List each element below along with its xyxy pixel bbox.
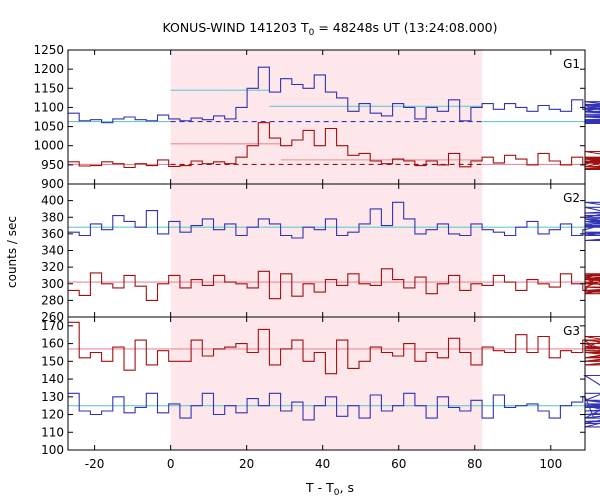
series-red-g2 [68, 268, 600, 301]
y-tick-label: 140 [41, 372, 64, 386]
series-blue-g1 [68, 66, 600, 125]
y-tick-label: 300 [41, 277, 64, 291]
y-tick-label: 380 [41, 210, 64, 224]
series-red-g3 [68, 321, 600, 375]
y-tick-label: 160 [41, 337, 64, 351]
y-tick-label: 320 [41, 260, 64, 274]
x-tick-label: 80 [467, 457, 482, 471]
y-tick-label: 950 [41, 158, 64, 172]
panel-frame-g3 [67, 316, 586, 451]
y-tick-label: 170 [41, 319, 64, 333]
panel-g2: 260 280 300 320 340 360 380 400 G2 [41, 183, 600, 324]
x-tick-label: 20 [239, 457, 254, 471]
x-tick-label: 60 [391, 457, 406, 471]
y-tick-label: 100 [41, 443, 64, 457]
x-tick-label: 100 [539, 457, 562, 471]
y-tick-label: 1000 [33, 139, 64, 153]
x-tick-label: 0 [167, 457, 175, 471]
y-tick-label: 1100 [33, 100, 64, 114]
panel-label: G2 [563, 191, 580, 205]
series-blue-g2 [68, 201, 600, 242]
series-red-g1 [68, 122, 600, 171]
y-tick-label: 280 [41, 293, 64, 307]
y-tick-label: 1050 [33, 120, 64, 134]
y-tick-label: 400 [41, 194, 64, 208]
y-tick-label: 900 [41, 177, 64, 191]
y-tick-label: 110 [41, 425, 64, 439]
x-tick-label: 40 [315, 457, 330, 471]
x-tick-label: -20 [85, 457, 105, 471]
panel-g3: 100 110 120 130 140 150 160 170 G3 [41, 316, 600, 457]
panel-label: G3 [563, 324, 580, 338]
y-tick-label: 130 [41, 390, 64, 404]
series-blue-g3 [68, 374, 600, 428]
x-axis-label: T - T0, s [305, 480, 354, 498]
y-tick-label: 1150 [33, 81, 64, 95]
panels: 900950100010501100115012001250G126028030… [33, 43, 600, 471]
y-tick-label: 340 [41, 244, 64, 258]
y-tick-label: 120 [41, 408, 64, 422]
y-tick-label: 260 [41, 310, 64, 324]
y-tick-label: 360 [41, 227, 64, 241]
y-tick-label: 150 [41, 354, 64, 368]
y-tick-label: 1250 [33, 43, 64, 57]
shaded-interval [170, 50, 483, 450]
y-tick-label: 1200 [33, 62, 64, 76]
y-axis-label: counts / sec [5, 216, 19, 288]
panel-label: G1 [563, 57, 580, 71]
chart-title: KONUS-WIND 141203 T0 = 48248s UT (13:24:… [162, 20, 497, 38]
